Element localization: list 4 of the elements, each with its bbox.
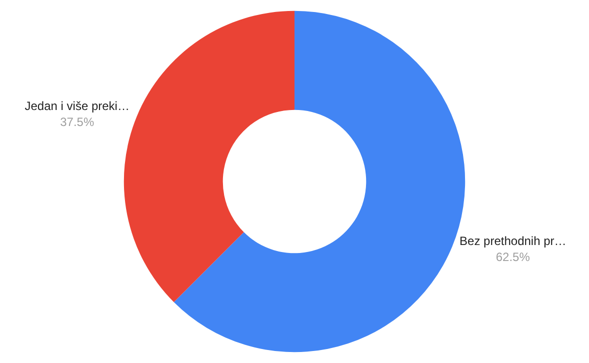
data-label: 62.5% (496, 250, 530, 264)
slice-label: Jedan i više preki… (24, 99, 130, 114)
slice-label: Bez prethodnih pr… (460, 234, 566, 248)
data-label: 37.5% (60, 114, 94, 129)
